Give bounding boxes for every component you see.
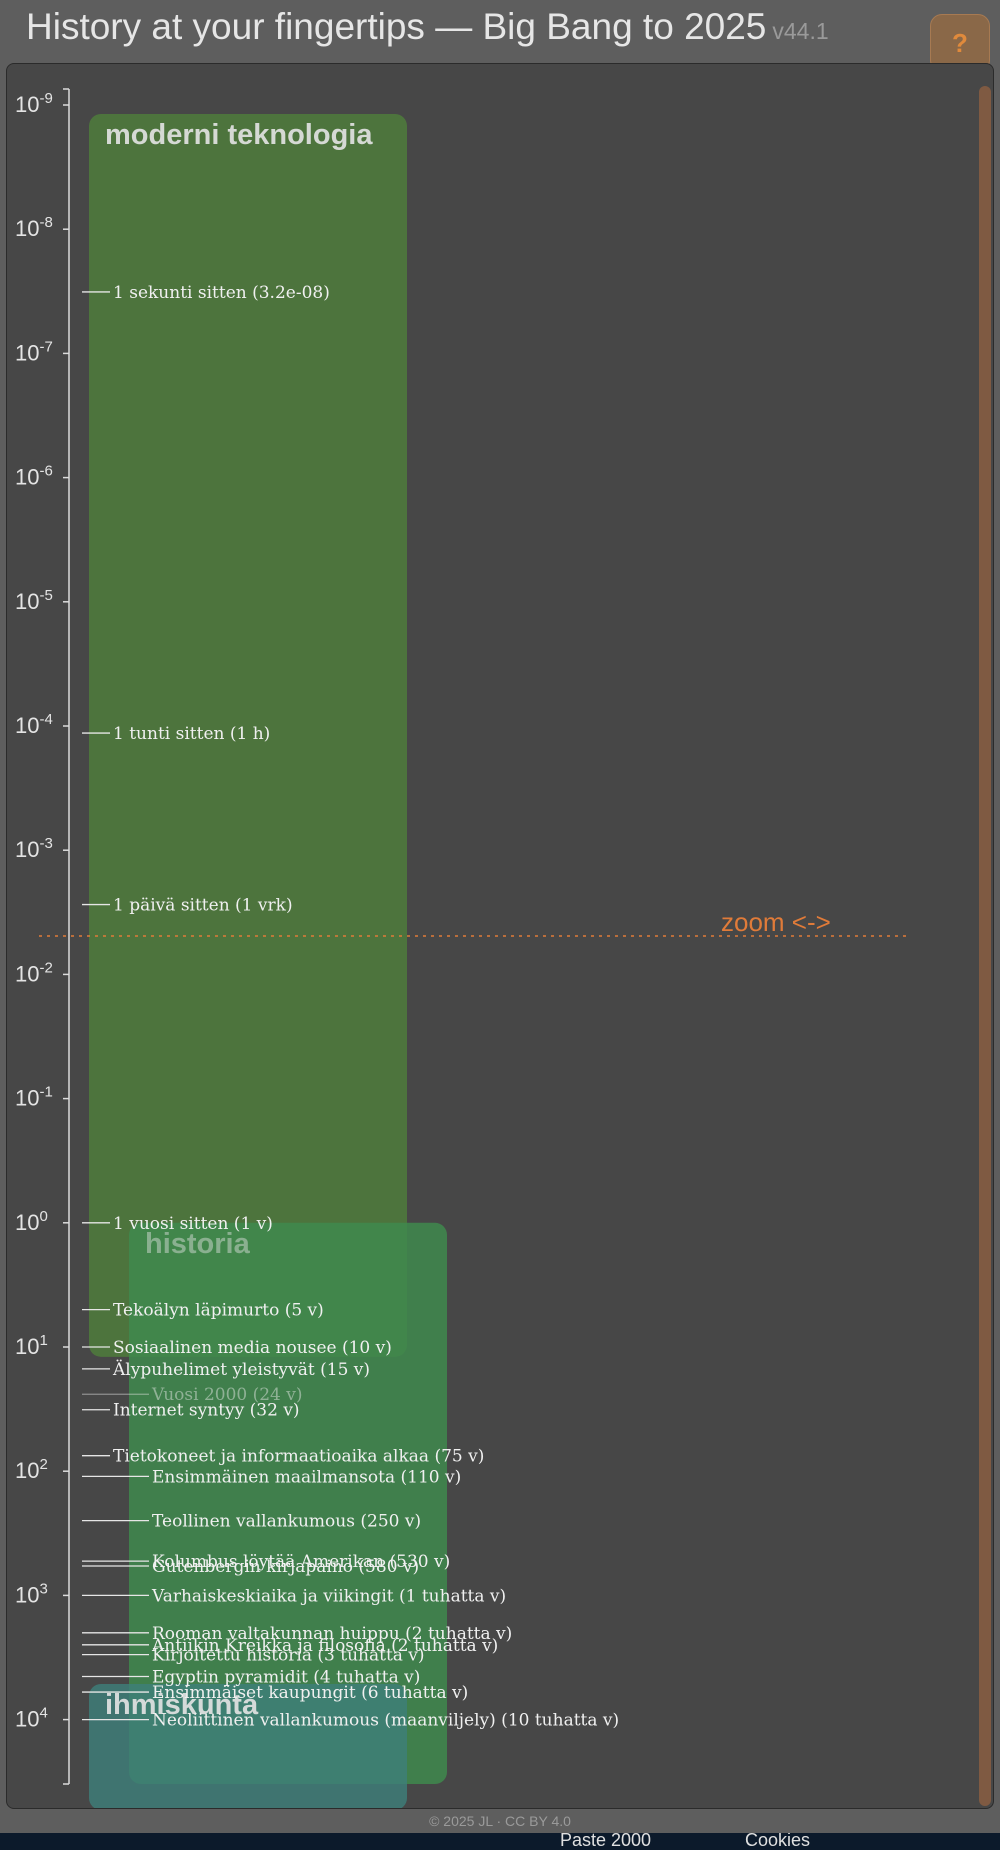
event-label-10: Ensimmäinen maailmansota (110 v) — [152, 1467, 461, 1487]
event-label-11: Teollinen vallankumous (250 v) — [152, 1512, 421, 1532]
y-tick-label-1: 10-8 — [15, 214, 53, 241]
event-label-14: Varhaiskeskiaika ja viikingit (1 tuhatta… — [151, 1586, 506, 1606]
event-label-0: 1 sekunti sitten (3.2e-08) — [113, 283, 330, 303]
band-0 — [89, 114, 407, 1357]
timeline-panel[interactable]: moderni teknologia historia ihmiskunta 10-9… — [6, 63, 994, 1809]
timeline-chart: moderni teknologia historia ihmiskunta 10-9… — [15, 88, 907, 1808]
y-tick-label-2: 10-7 — [15, 338, 53, 365]
y-tick-label-6: 10-3 — [15, 835, 53, 862]
event-label-9: Tietokoneet ja informaatioaika alkaa (75… — [113, 1447, 484, 1467]
event-label-20: Neoliittinen vallankumous (maanviljely) … — [152, 1711, 619, 1731]
event-label-19: Ensimmäiset kaupungit (6 tuhatta v) — [152, 1683, 468, 1703]
y-tick-label-3: 10-6 — [15, 463, 53, 490]
band-1 — [129, 1222, 447, 1784]
y-tick-label-12: 103 — [15, 1580, 48, 1607]
event-label-16: Antiikin Kreikka ja filosofia (2 tuhatta… — [151, 1636, 498, 1656]
event-label-4: Tekoälyn läpimurto (5 v) — [113, 1301, 324, 1321]
band-2 — [89, 1684, 407, 1808]
band-label-1: historia — [145, 1228, 251, 1260]
paste-item[interactable]: Paste 2000 — [560, 1833, 652, 1850]
event-label-2: 1 päivä sitten (1 vrk) — [113, 896, 293, 916]
event-label-18: Egyptin pyramidit (4 tuhatta v) — [152, 1668, 420, 1688]
version-label: v44.1 — [772, 18, 829, 44]
event-label-1: 1 tunti sitten (1 h) — [113, 724, 270, 744]
help-button[interactable]: ? — [930, 14, 990, 72]
y-tick-label-8: 10-1 — [15, 1084, 53, 1111]
cookies-item[interactable]: Cookies — [745, 1833, 811, 1850]
y-tick-label-5: 10-4 — [15, 711, 53, 738]
y-tick-label-4: 10-5 — [15, 587, 53, 614]
zoom-label[interactable]: zoom <-> — [721, 907, 831, 937]
event-label-13: Gutenbergin kirjapaino (580 v) — [152, 1557, 419, 1577]
y-tick-label-9: 100 — [15, 1208, 48, 1235]
y-tick-label-10: 101 — [15, 1332, 48, 1359]
vertical-scrollbar[interactable] — [979, 86, 991, 1806]
y-tick-label-11: 102 — [15, 1456, 48, 1483]
app-header: History at your fingertips — Big Bang to… — [0, 0, 1000, 72]
title-text: History at your fingertips — Big Bang to… — [26, 6, 767, 47]
page-title: History at your fingertips — Big Bang to… — [26, 6, 829, 48]
event-label-7: Vuosi 2000 (24 v) — [151, 1385, 303, 1405]
event-label-6: Älypuhelimet yleistyvät (15 v) — [112, 1359, 370, 1380]
band-label-0: moderni teknologia — [105, 119, 373, 151]
footer-credit: © 2025 JL · CC BY 4.0 — [429, 1813, 571, 1829]
event-label-8: Internet syntyy (32 v) — [113, 1401, 300, 1421]
event-label-3: 1 vuosi sitten (1 v) — [113, 1214, 273, 1234]
event-label-12: Kolumbus löytää Amerikan (530 v) — [152, 1552, 450, 1572]
event-label-5: Sosiaalinen media nousee (10 v) — [113, 1338, 392, 1358]
y-tick-label-7: 10-2 — [15, 959, 53, 986]
band-label-2: ihmiskunta — [105, 1689, 259, 1721]
bottom-toolbar: Paste 2000 Cookies — [0, 1833, 1000, 1850]
event-label-15: Rooman valtakunnan huippu (2 tuhatta v) — [152, 1624, 512, 1644]
event-label-17: Kirjoitettu historia (3 tuhatta v) — [152, 1646, 425, 1666]
y-tick-label-0: 10-9 — [15, 90, 53, 117]
y-tick-label-13: 104 — [15, 1705, 48, 1732]
